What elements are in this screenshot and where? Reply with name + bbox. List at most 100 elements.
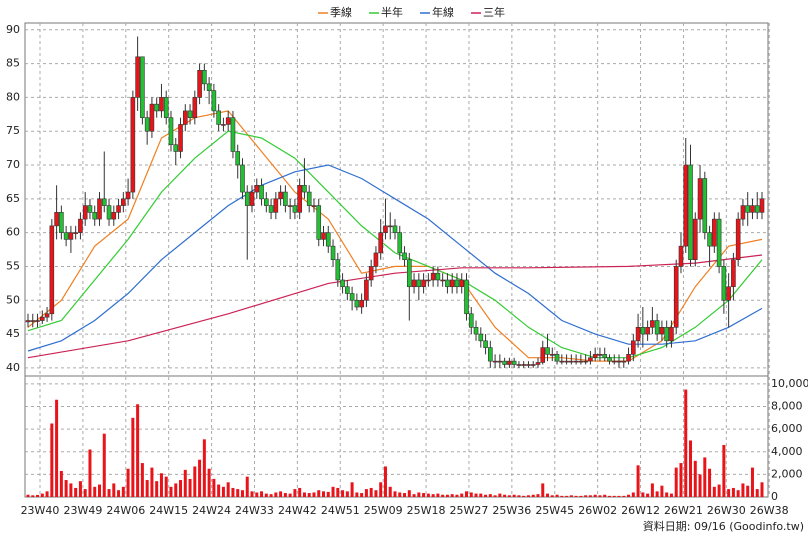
candle-body: [554, 354, 560, 362]
volume-bar: [221, 486, 225, 497]
candle-body: [140, 56, 145, 118]
candle-body: [349, 293, 355, 301]
candle-body: [273, 198, 279, 213]
volume-bar: [250, 491, 254, 497]
volume-bar: [45, 491, 49, 497]
candle-body: [316, 205, 322, 240]
volume-bar: [460, 493, 464, 497]
volume-bar: [507, 495, 511, 497]
candle-body: [221, 124, 226, 126]
candle-body: [259, 184, 264, 200]
volume-bar: [388, 486, 392, 497]
y-tick-label: 60: [6, 226, 20, 239]
candle-body: [735, 218, 741, 260]
candle-body: [740, 205, 746, 220]
y-tick-label: 40: [6, 361, 20, 374]
candle-body: [650, 320, 655, 328]
volume-bar: [431, 494, 435, 497]
volume-bar: [102, 433, 106, 497]
y2-tick-label: 2,000: [771, 467, 803, 480]
candle-body: [125, 191, 131, 200]
volume-bar: [555, 494, 559, 497]
y-tick-label: 75: [6, 124, 20, 137]
volume-bar: [226, 482, 230, 497]
volume-bar: [83, 489, 87, 497]
candle-body: [345, 286, 350, 294]
volume-bar: [322, 491, 326, 497]
y2-tick-label: 6,000: [771, 422, 803, 435]
y2-tick-label: 8,000: [771, 400, 803, 413]
candle-body: [378, 232, 384, 254]
volume-bar: [546, 493, 550, 497]
volume-bar: [74, 487, 78, 497]
candle-body: [478, 333, 484, 342]
candle-body: [526, 364, 531, 366]
volume-bar: [550, 495, 554, 497]
volume-bar: [674, 467, 678, 497]
volume-bar: [584, 495, 588, 497]
volume-bar: [646, 493, 650, 497]
y2-tick-label: 0: [771, 490, 778, 503]
candle-body: [654, 320, 660, 335]
volume-bar: [64, 480, 68, 497]
volume-bar: [755, 489, 759, 497]
y-tick-label: 50: [6, 293, 20, 306]
volume-bar: [97, 484, 101, 497]
volume-bar: [40, 493, 44, 497]
volume-bar: [255, 492, 259, 497]
y-tick-label: 70: [6, 158, 20, 171]
volume-bar: [164, 476, 168, 497]
x-tick-label: 25W36: [492, 504, 531, 517]
volume-bar: [455, 494, 459, 497]
ma-line: [27, 164, 763, 352]
volume-bar: [274, 492, 278, 497]
volume-bar: [622, 495, 626, 497]
volume-bar: [426, 493, 430, 497]
candle-body: [731, 259, 736, 288]
volume-bar: [641, 492, 645, 497]
y-tick-label: 85: [6, 57, 20, 70]
volume-bar: [469, 492, 473, 497]
candle-body: [230, 117, 236, 152]
volume-bar: [526, 495, 530, 497]
volume-bar: [689, 440, 693, 497]
candle-body: [340, 279, 345, 288]
volume-bar: [655, 491, 659, 497]
candle-body: [483, 340, 488, 348]
candle-body: [497, 360, 503, 363]
legend-label: 半年: [381, 5, 403, 19]
volume-bar: [703, 457, 707, 497]
volume-bar: [679, 463, 683, 497]
x-tick-label: 26W02: [578, 504, 617, 517]
volume-bar: [131, 417, 135, 497]
x-tick-label: 25W09: [364, 504, 403, 517]
volume-bar: [479, 493, 483, 497]
ma-line: [27, 254, 763, 359]
volume-bar: [445, 494, 449, 497]
volume-bar: [155, 481, 159, 497]
volume-bar: [126, 468, 130, 497]
candle-body: [121, 198, 126, 206]
candle-body: [78, 218, 83, 233]
candle-body: [564, 360, 569, 363]
y-tick-label: 45: [6, 327, 20, 340]
volume-bar: [298, 487, 302, 497]
volume-bar: [522, 495, 526, 497]
candle-body: [545, 347, 550, 355]
volume-bar: [588, 495, 592, 497]
candle-body: [683, 164, 689, 247]
candle-body: [235, 151, 241, 166]
x-tick-label: 24W06: [106, 504, 145, 517]
candle-body: [206, 83, 212, 91]
candle-body: [264, 198, 269, 206]
candle-body: [692, 218, 698, 260]
candle-body: [435, 272, 441, 281]
candle-body: [635, 327, 641, 342]
candle-body: [716, 218, 722, 267]
volume-bar: [612, 495, 616, 497]
volume-bar: [364, 489, 368, 497]
candle-body: [225, 117, 231, 125]
candle-body: [454, 279, 460, 288]
volume-bar: [493, 495, 497, 497]
candle-body: [464, 279, 469, 315]
